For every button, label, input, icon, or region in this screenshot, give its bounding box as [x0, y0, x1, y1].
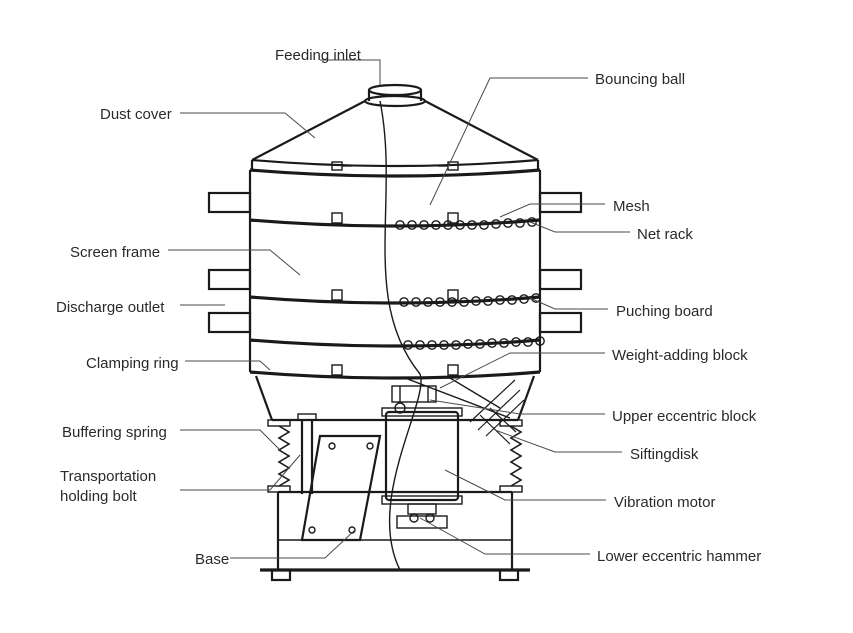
leader-lines [168, 60, 630, 558]
label-weight-block: Weight-adding block [612, 346, 748, 366]
label-mesh: Mesh [613, 197, 650, 217]
spring-right [511, 426, 521, 486]
label-lower-eccentric: Lower eccentric hammer [597, 547, 761, 567]
label-feeding-inlet: Feeding inlet [275, 46, 361, 66]
label-vibration-motor: Vibration motor [614, 493, 715, 513]
machine-body [209, 85, 581, 580]
label-base: Base [195, 550, 229, 570]
label-puching-board: Puching board [616, 302, 713, 322]
label-discharge-outlet: Discharge outlet [56, 298, 164, 318]
label-net-rack: Net rack [637, 225, 693, 245]
label-buffering-spring: Buffering spring [62, 423, 167, 443]
label-dust-cover: Dust cover [100, 105, 172, 125]
dust-cover-part [250, 101, 540, 176]
label-siftingdisk: Siftingdisk [630, 445, 698, 465]
label-transportation-bolt: Transportation holding bolt [60, 467, 200, 506]
label-clamping-ring: Clamping ring [86, 354, 179, 374]
label-upper-eccentric: Upper eccentric block [612, 407, 756, 427]
screen-decks [209, 170, 581, 378]
label-bouncing-ball: Bouncing ball [595, 70, 685, 90]
feeding-inlet-part [365, 85, 425, 106]
label-screen-frame: Screen frame [70, 243, 160, 263]
bouncing-balls-rows [396, 218, 544, 349]
